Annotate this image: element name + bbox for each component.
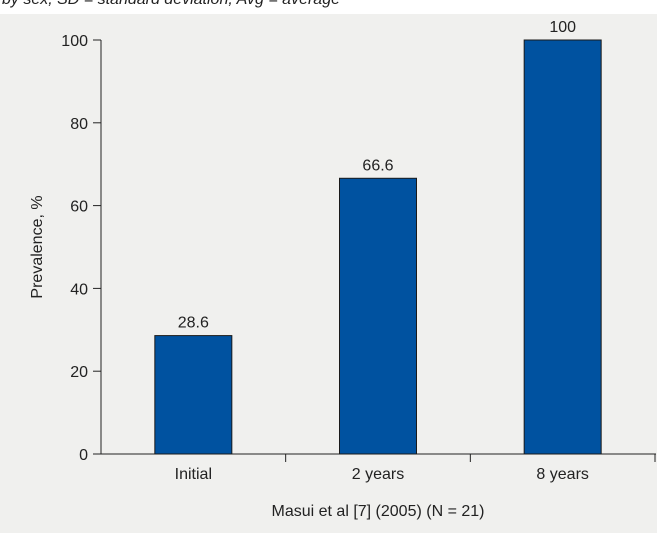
top-caption-strip: by sex, SD = standard deviation; Avg = a… [0, 0, 657, 14]
y-axis-title: Prevalence, % [29, 195, 46, 298]
y-tick-label: 60 [70, 199, 88, 216]
y-tick-label: 0 [79, 447, 88, 464]
bar [523, 39, 602, 455]
x-tick-label: 8 years [536, 466, 588, 483]
y-tick-label: 80 [70, 116, 88, 133]
top-caption-text: by sex, SD = standard deviation; Avg = a… [2, 0, 340, 9]
bar-value-label: 100 [549, 19, 576, 36]
y-tick-label: 20 [70, 364, 88, 381]
y-tick-label: 100 [61, 33, 88, 50]
bar-value-label: 28.6 [178, 315, 209, 332]
axes: 0 20 40 60 80 100 Initial 2 years 8 years [61, 33, 656, 483]
y-tick-label: 40 [70, 281, 88, 298]
x-axis-title: Masui et al [7] (2005) (N = 21) [272, 503, 485, 520]
x-tick-label: 2 years [352, 466, 404, 483]
x-tick-label: Initial [175, 466, 212, 483]
bar-value-label: 66.6 [362, 157, 393, 174]
bar [154, 335, 233, 455]
bars [154, 39, 602, 455]
data-labels: 28.6 66.6 100 [178, 19, 576, 332]
bar [339, 177, 417, 455]
